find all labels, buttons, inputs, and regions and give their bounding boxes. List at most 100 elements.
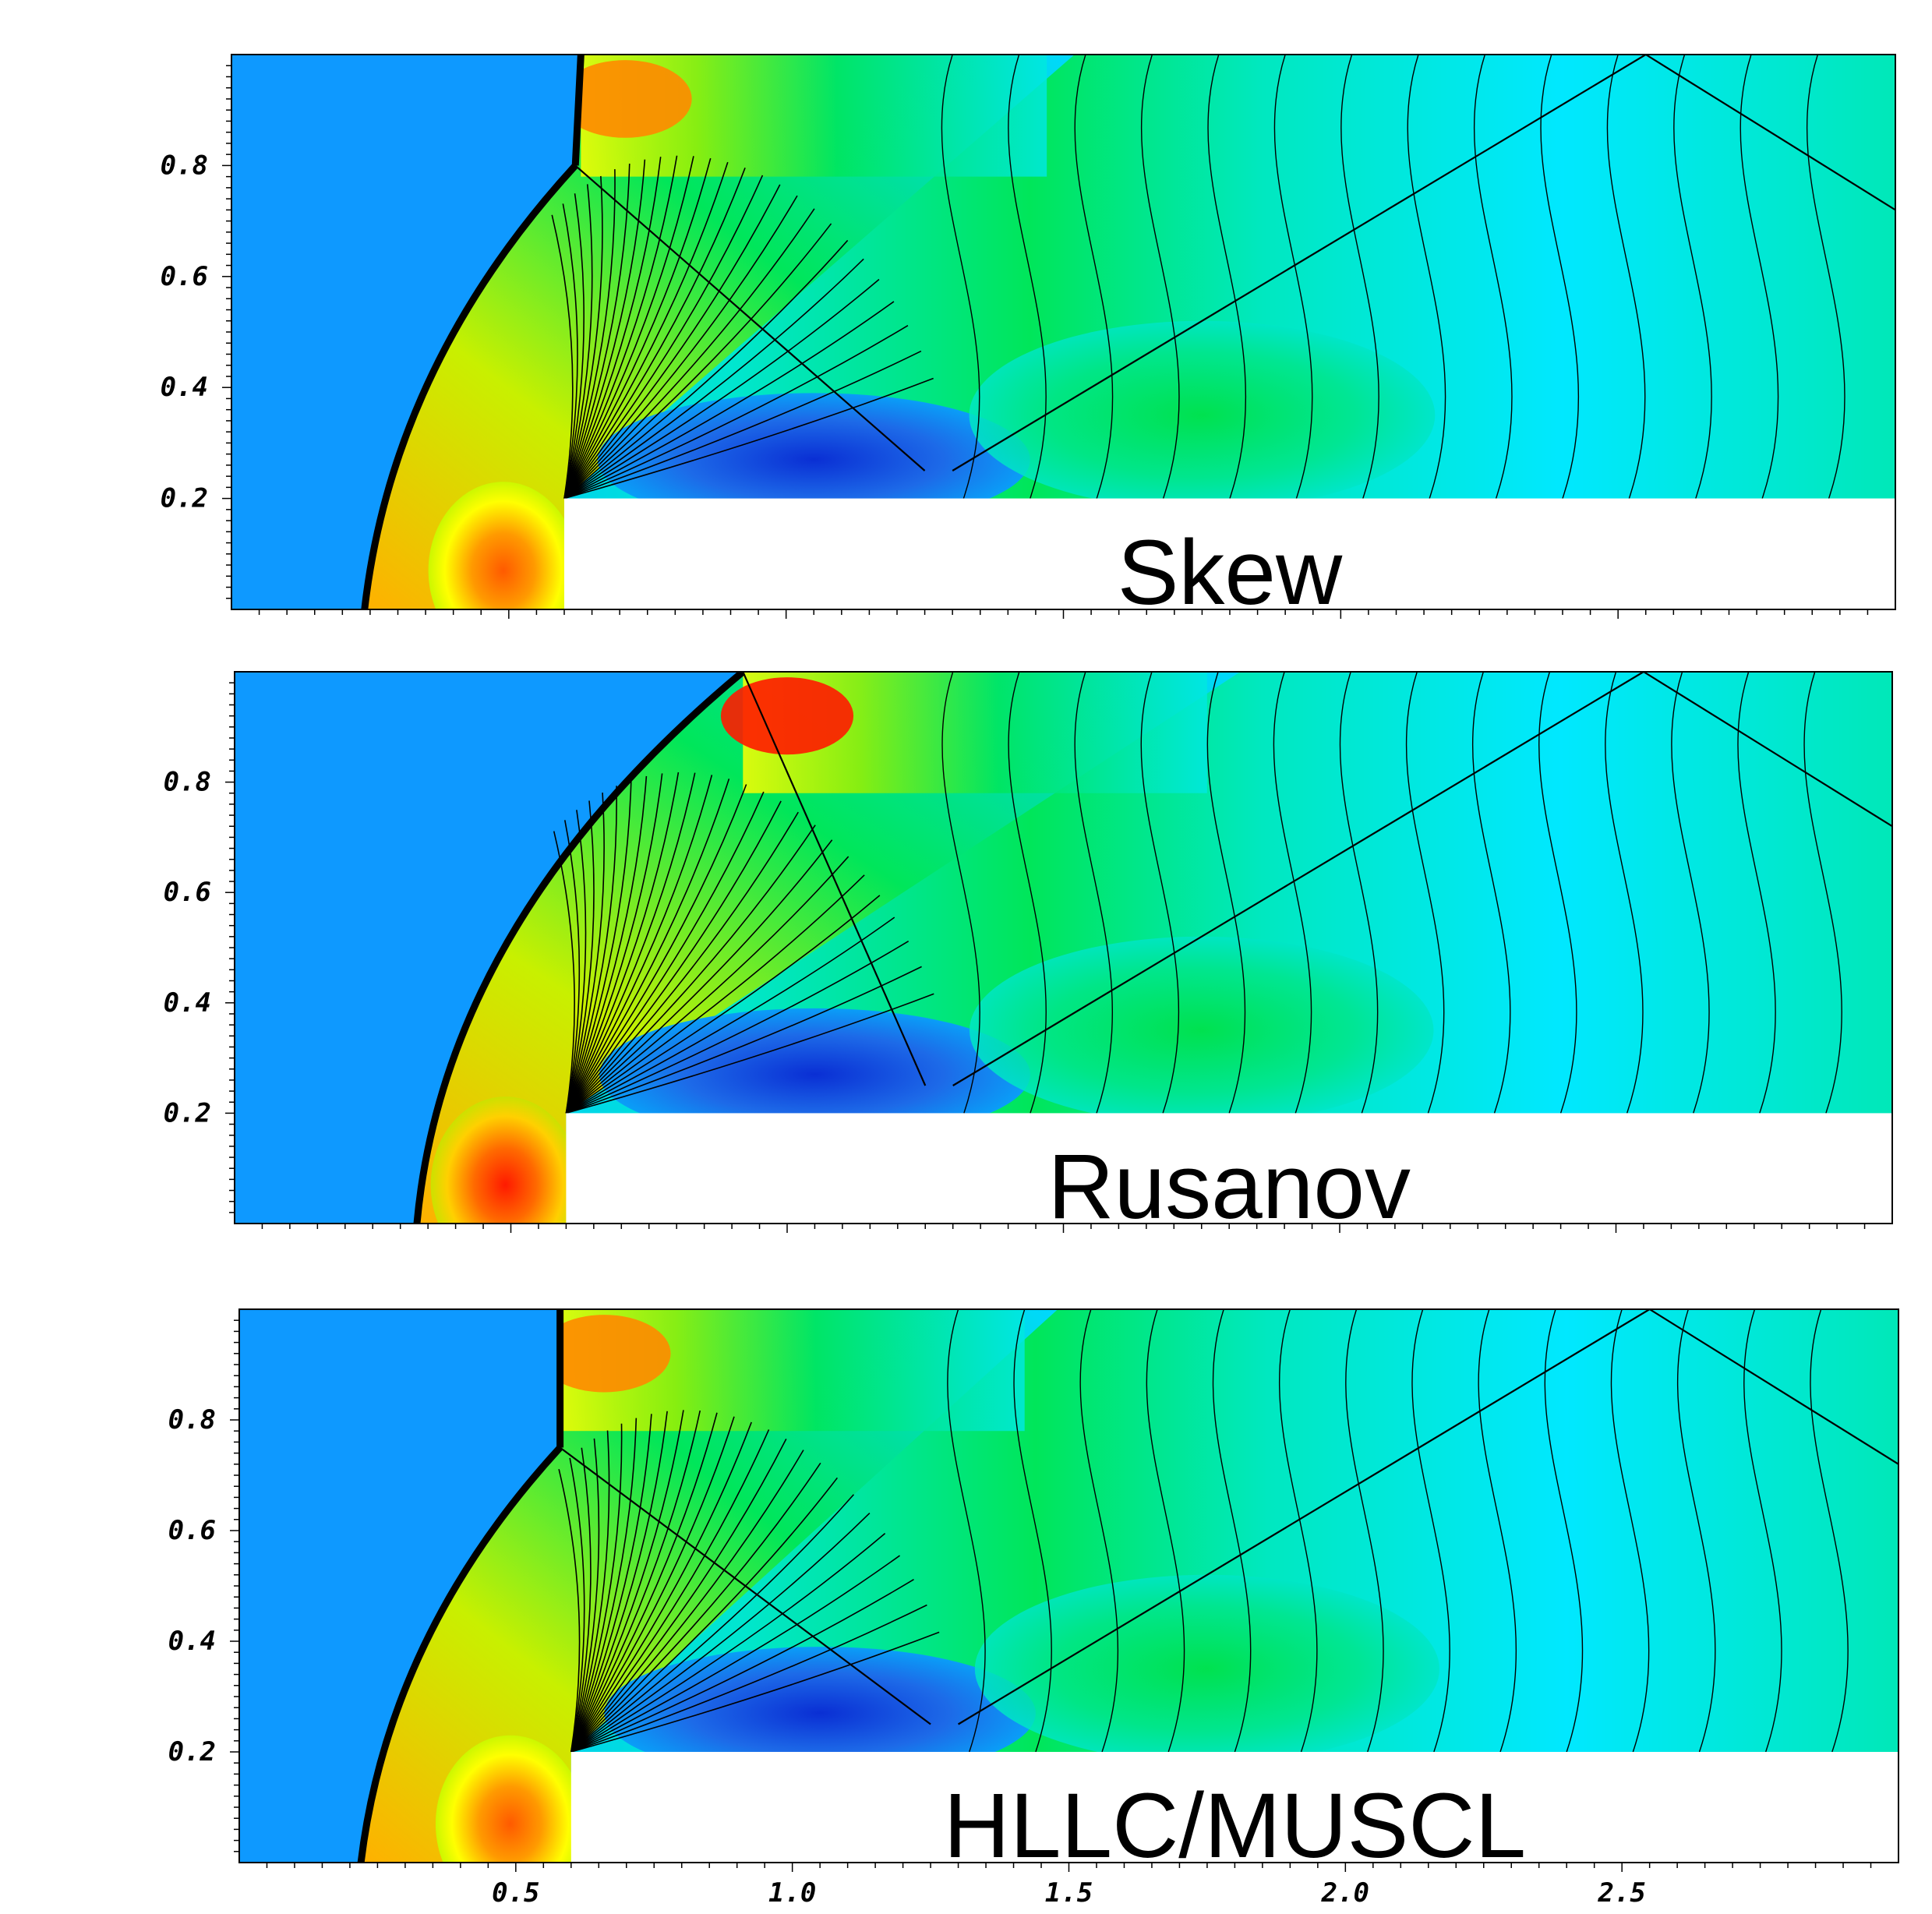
y-tick-label: 0.6 [164,877,211,908]
contour-line [1407,55,1446,499]
contour-line [1676,1309,1716,1753]
contour-line [565,775,648,1114]
y-tick-label: 0.4 [164,987,211,1019]
contour-line [565,793,605,1114]
contour-line [1478,1309,1517,1753]
contour-line [570,1604,927,1753]
contour-line [563,175,603,499]
contour-line [570,1418,638,1753]
contour-line [565,772,680,1114]
contour-line [558,1469,581,1753]
contour-line [566,916,895,1114]
contour-line [570,1578,914,1753]
contour-line [565,800,782,1114]
contour-line [1074,55,1114,499]
panel-bottom: 0.2 0.4 0.6 0.8 0.5 1.0 1.5 2.0 2.5 HLLC/MUSCL [168,1308,1900,1909]
contour-line [570,1438,600,1753]
reflected-shock [958,1309,1898,1725]
contour-line [563,156,694,499]
contour-line [570,1555,900,1753]
stagnation-region [435,1735,585,1863]
contour-line [553,831,575,1114]
contour-line [565,773,663,1114]
contour-line [570,1414,652,1753]
contour-line [563,184,593,499]
contour-line [563,193,585,499]
contour-line [563,169,616,499]
contour-line [563,157,712,500]
mach-stem [571,55,585,166]
recompression-region [969,320,1436,510]
contour-line [1544,1309,1584,1753]
y-tick-label: 0.6 [161,261,208,292]
contour-line [1610,1309,1650,1753]
expansion-region [597,393,1030,527]
reflected-shock [952,672,1892,1086]
contour-line [570,1438,787,1753]
contour-line [565,779,730,1114]
contour-line [570,1411,668,1753]
contour-line [565,772,696,1114]
method-label: Skew [1118,521,1343,624]
y-tick-label: 0.2 [164,1097,211,1128]
contour-line [565,780,632,1114]
contour-line [570,1410,701,1753]
reflected-shock [574,164,926,471]
contour-line [566,941,909,1114]
x-tick-label: 1.0 [768,1877,816,1909]
contour-line [570,1494,855,1753]
contour-line [1810,1309,1849,1753]
contour-line [1606,55,1646,499]
recompression-region [969,936,1434,1125]
contour-line [563,208,815,500]
reflected-shock [952,55,1895,471]
contour-line [570,1421,752,1753]
panel-top: 0.2 0.4 0.6 0.8 Skew [161,54,1897,624]
expansion-region [599,1008,1030,1141]
contour-line [563,155,678,499]
contour-line [1008,672,1047,1114]
panel-middle: 0.2 0.4 0.6 0.8 Rusanov [164,671,1894,1238]
contour-line [563,350,922,500]
hot-spot [538,1315,671,1393]
contour-line [570,1423,623,1753]
y-tick-label: 0.6 [168,1515,216,1546]
step-obstacle [570,1752,1900,1864]
contour-line [1673,55,1712,499]
recompression-region [974,1574,1439,1764]
contour-line [1339,672,1379,1114]
contour-line [563,161,729,500]
contour-line [570,1477,839,1753]
step-obstacle [566,1113,1894,1225]
contour-line [947,1309,986,1753]
contour-line [563,168,746,500]
contour-line [563,377,934,500]
contour-line [565,775,713,1114]
contour-line [565,811,799,1114]
step-obstacle [564,498,1897,611]
reflected-shock [559,1446,931,1725]
method-label: Rusanov [1047,1135,1411,1238]
post-shock-region [364,55,1075,609]
contour-line [565,800,595,1114]
contour-line [563,184,781,500]
contour-line [570,1430,610,1753]
contour-line [570,1631,940,1753]
contour-line [1146,1309,1185,1753]
contour-line [565,839,833,1114]
bow-shock [357,1445,563,1863]
flow-field-top [231,55,1895,609]
stagnation-region [428,482,578,609]
contour-line [1671,672,1710,1114]
x-tick-label: 2.0 [1321,1877,1369,1909]
contour-line [563,239,849,500]
contour-line [562,203,578,499]
contour-line [563,159,646,499]
contour-line [1538,672,1577,1114]
contour-line [565,825,816,1114]
y-tick-label: 0.2 [168,1736,216,1767]
contour-line [1540,55,1580,499]
contour-line [570,1462,821,1753]
contour-line [1605,672,1644,1114]
y-tick-label: 0.8 [164,767,211,798]
